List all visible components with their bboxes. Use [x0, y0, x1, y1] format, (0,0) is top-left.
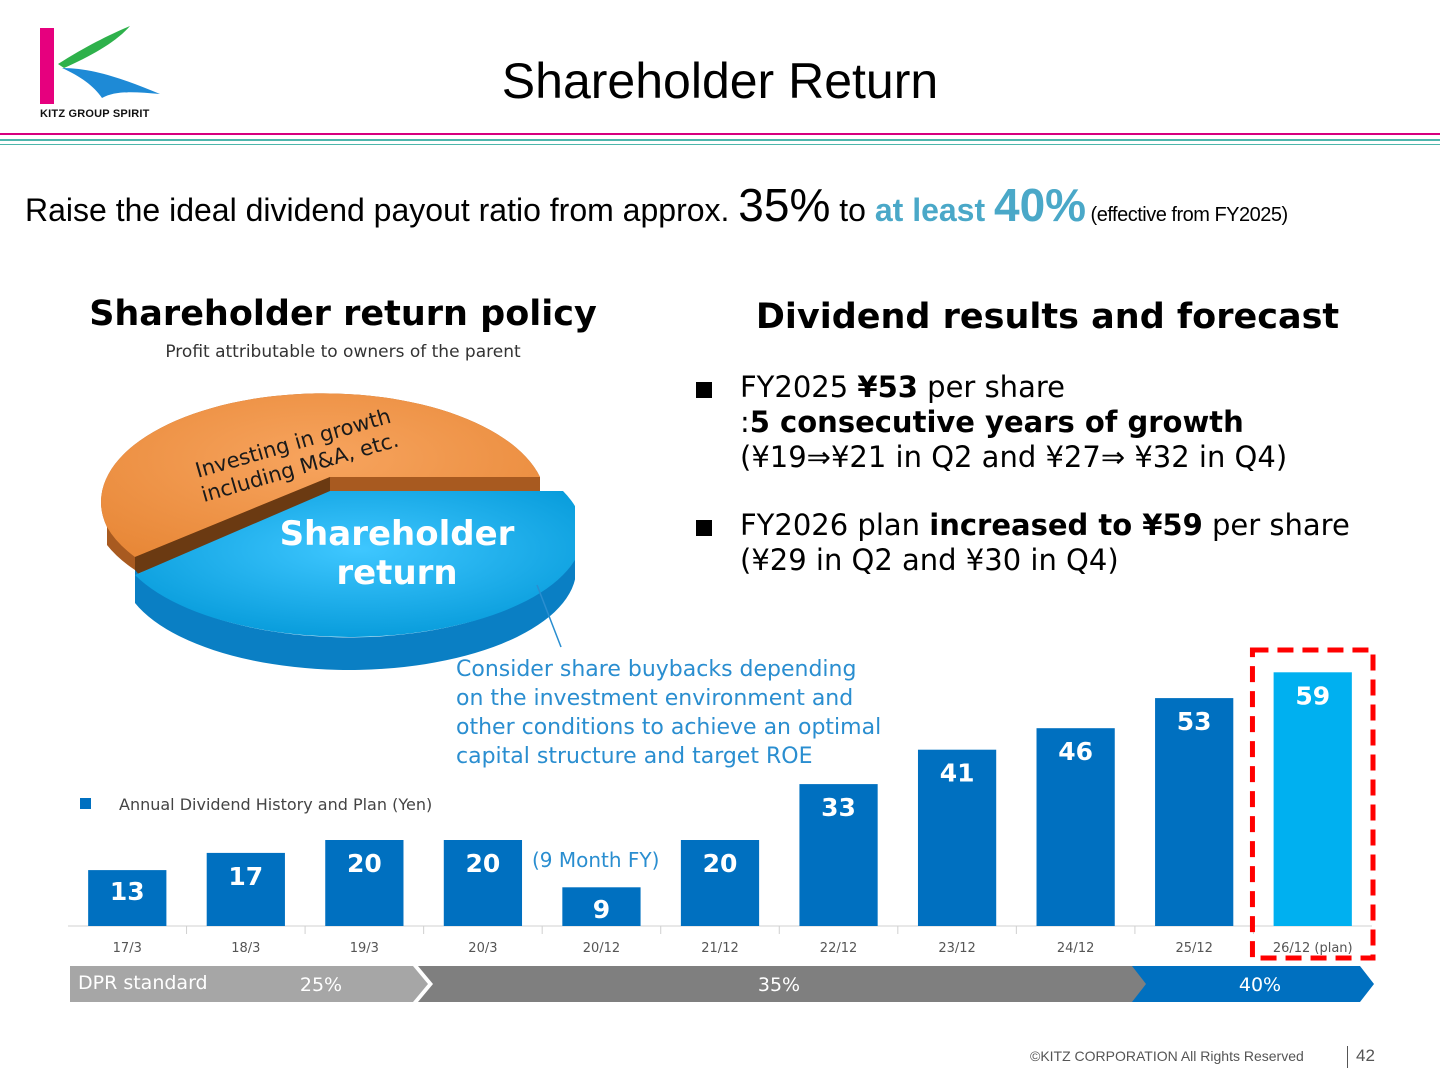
buyback-callout: Consider share buybacks depending on the… [456, 655, 881, 771]
dpr-segment-40 [1132, 966, 1374, 1002]
footer-separator [1347, 1046, 1348, 1068]
fy2026-line1-a: FY2026 plan [740, 508, 930, 542]
data-label: 20 [703, 849, 738, 878]
legend-label: Annual Dividend History and Plan (Yen) [119, 795, 433, 814]
x-tick-label: 20/3 [468, 941, 497, 956]
data-label: 20 [466, 849, 501, 878]
dpr-band: 25% 35% 40% [70, 966, 1374, 1002]
x-tick-label: 17/3 [113, 941, 142, 956]
headline-from-value: 35% [738, 179, 831, 231]
headline-at-least: at least [874, 192, 995, 228]
x-tick-label: 25/12 [1175, 941, 1212, 956]
policy-subtitle: Profit attributable to owners of the par… [165, 342, 521, 362]
footer-copyright: ©KITZ CORPORATION All Rights Reserved [1030, 1048, 1304, 1064]
plan-highlight-box [1249, 647, 1376, 961]
x-tick-label: 26/12 (plan) [1273, 941, 1353, 956]
x-tick-label: 21/12 [701, 941, 738, 956]
x-tick-label: 22/12 [820, 941, 857, 956]
legend-swatch [80, 798, 91, 809]
bar-19-3 [325, 840, 404, 926]
fy2025-line3: (¥19⇒¥21 in Q2 and ¥27⇒ ¥32 in Q4) [740, 440, 1288, 474]
data-label: 33 [821, 793, 856, 822]
nine-month-annotation: (9 Month FY) [532, 848, 660, 872]
fy2025-line1-a: FY2025 [740, 370, 858, 404]
bar-24-12 [1036, 728, 1115, 926]
buyback-line: other conditions to achieve an optimal [456, 715, 882, 740]
data-label: 9 [593, 895, 610, 924]
bar-17-3 [88, 870, 167, 926]
data-label: 59 [1295, 681, 1330, 710]
dividend-bar-chart: 13 17/3 17 18/3 20 19/3 20 20/3 9 20/12 20 21/12 33 2… [68, 647, 1376, 961]
data-label: 46 [1058, 737, 1093, 766]
header-rule [0, 133, 1440, 145]
data-label: 20 [347, 849, 382, 878]
fy2025-line2-a: : [740, 405, 750, 439]
data-label: 41 [940, 759, 975, 788]
fy2025-amount: ¥53 [857, 370, 918, 404]
page-number: 42 [1356, 1046, 1375, 1065]
x-tick-label: 20/12 [583, 941, 620, 956]
x-tick-label: 18/3 [231, 941, 260, 956]
dpr-segment-25 [70, 966, 428, 1002]
chart-legend: Annual Dividend History and Plan (Yen) [80, 795, 432, 814]
data-label: 53 [1177, 707, 1212, 736]
page-title: Shareholder Return [501, 53, 939, 109]
buyback-line: capital structure and target ROE [456, 744, 813, 769]
dpr-value-40: 40% [1239, 974, 1281, 996]
data-label: 13 [110, 877, 145, 906]
fy2025-line1-c: per share [917, 370, 1065, 404]
fy2026-line2: (¥29 in Q2 and ¥30 in Q4) [740, 543, 1119, 577]
x-tick-label: 19/3 [350, 941, 379, 956]
bar-23-12 [917, 749, 997, 926]
dpr-label: DPR standard [78, 972, 208, 994]
bar-26-12-plan- [1273, 672, 1352, 926]
buyback-line: on the investment environment and [456, 686, 854, 711]
fy2025-growth: 5 consecutive years of growth [749, 405, 1244, 439]
fy2026-increase: increased to ¥59 [929, 508, 1203, 542]
headline-prefix: Raise the ideal dividend payout ratio fr… [25, 192, 739, 228]
dpr-value-25: 25% [300, 974, 342, 996]
policy-title: Shareholder return policy [89, 294, 597, 334]
forecast-title: Dividend results and forecast [755, 297, 1340, 337]
pie-label-return-line2: return [336, 553, 457, 593]
bar-22-12 [799, 784, 878, 926]
x-tick-label: 23/12 [938, 941, 975, 956]
buyback-line: Consider share buybacks depending [456, 657, 857, 682]
bar-20-3 [443, 840, 523, 926]
bar-20-12 [562, 887, 641, 926]
dpr-segment-35 [418, 966, 1155, 1002]
bar-21-12 [680, 840, 760, 926]
headline: Raise the ideal dividend payout ratio fr… [25, 178, 1288, 232]
dpr-value-35: 35% [758, 974, 800, 996]
pie-label-return-line1: Shareholder [280, 514, 515, 554]
headline-to-value: 40% [994, 179, 1087, 231]
data-label: 17 [228, 862, 263, 891]
headline-effective: (effective from FY2025) [1090, 204, 1289, 226]
bar-25-12 [1155, 698, 1234, 926]
x-tick-label: 24/12 [1057, 941, 1094, 956]
bar-18-3 [206, 852, 285, 926]
kitz-logo-icon [40, 26, 160, 104]
bullet-square-icon [696, 382, 712, 398]
bullet-square-icon [696, 520, 712, 536]
return-policy-pie: Investing in growth including M&A, etc. … [101, 393, 575, 670]
headline-to-word: to [830, 192, 875, 228]
logo-text: KITZ GROUP SPIRIT [40, 108, 150, 120]
fy2026-line1-c: per share [1202, 508, 1350, 542]
